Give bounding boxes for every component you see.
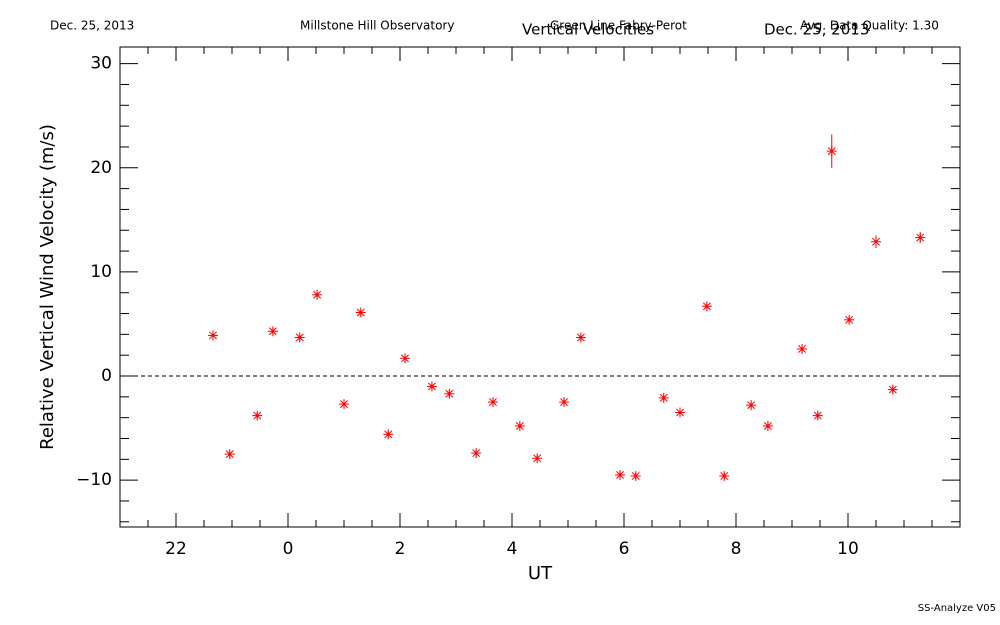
star-stroke	[616, 470, 625, 479]
x-tick-label: 0	[283, 539, 294, 559]
y-tick-label: 20	[90, 158, 112, 178]
star-stroke	[472, 449, 481, 458]
star-stroke	[427, 382, 436, 391]
star-stroke	[576, 333, 585, 342]
star-stroke	[560, 398, 569, 407]
point	[559, 397, 570, 408]
point	[224, 449, 235, 460]
header-quality: Avg. Data Quality: 1.30	[800, 19, 939, 33]
x-tick-label: 10	[837, 539, 859, 559]
point	[207, 330, 218, 341]
point	[252, 410, 263, 421]
point	[575, 332, 586, 343]
point	[871, 236, 881, 247]
star-stroke	[872, 237, 880, 246]
star-stroke	[489, 398, 497, 407]
point	[400, 353, 411, 364]
star-stroke	[313, 290, 322, 299]
chart-subtitle: Dec. 25, 2013	[764, 21, 869, 39]
point	[339, 399, 349, 410]
point	[762, 421, 773, 432]
x-tick-label: 8	[731, 539, 742, 559]
y-tick-label: −10	[76, 470, 112, 490]
point	[383, 429, 394, 440]
point	[426, 381, 437, 392]
x-tick-label: 4	[507, 539, 518, 559]
star-stroke	[445, 389, 454, 398]
star-stroke	[813, 411, 822, 420]
point	[267, 326, 278, 337]
star-stroke	[533, 454, 542, 463]
point	[844, 314, 855, 325]
point	[514, 421, 525, 432]
star-stroke	[268, 327, 277, 336]
point	[487, 397, 498, 408]
star-stroke	[340, 400, 348, 409]
x-tick-label: 6	[619, 539, 630, 559]
star-stroke	[659, 393, 668, 402]
header-date: Dec. 25, 2013	[50, 19, 134, 33]
star-stroke	[209, 331, 217, 340]
point	[746, 400, 757, 411]
point	[471, 448, 482, 459]
star-stroke	[401, 354, 409, 363]
header-instrument: Green Line Fabry-Perot	[550, 19, 687, 33]
star-stroke	[384, 430, 393, 439]
star-stroke	[888, 385, 897, 394]
point	[719, 470, 730, 481]
point	[444, 388, 455, 399]
point	[658, 392, 669, 403]
star-stroke	[676, 408, 684, 417]
point	[615, 469, 626, 480]
point	[701, 301, 712, 312]
point	[312, 289, 323, 300]
point	[826, 146, 837, 157]
point	[630, 470, 641, 481]
point	[294, 332, 305, 343]
x-axis-label: UT	[528, 563, 553, 584]
star-stroke	[845, 315, 854, 324]
star-stroke	[356, 308, 365, 317]
header-site: Millstone Hill Observatory	[300, 19, 454, 33]
point	[675, 407, 685, 418]
point	[812, 410, 823, 421]
star-stroke	[916, 233, 925, 242]
point	[355, 307, 366, 318]
point	[797, 343, 808, 354]
star-stroke	[515, 422, 524, 430]
footer: SS-Analyze V05	[918, 603, 996, 614]
star-stroke	[225, 450, 234, 459]
y-tick-label: 0	[101, 366, 112, 386]
star-stroke	[798, 344, 807, 353]
star-stroke	[253, 411, 262, 420]
x-tick-label: 2	[395, 539, 406, 559]
x-tick-label: 22	[165, 539, 187, 559]
y-tick-label: 10	[90, 262, 112, 282]
star-stroke	[747, 401, 756, 410]
y-tick-label: 30	[90, 54, 112, 74]
star-stroke	[763, 422, 772, 430]
star-stroke	[631, 472, 640, 480]
y-axis-label: Relative Vertical Wind Velocity (m/s)	[37, 124, 58, 450]
point	[532, 453, 543, 464]
star-stroke	[295, 333, 304, 342]
point	[887, 384, 898, 395]
point	[915, 232, 926, 243]
star-stroke	[827, 147, 836, 156]
star-stroke	[720, 472, 729, 480]
chart-title: Vertical Velocities	[522, 21, 654, 39]
star-stroke	[702, 302, 711, 311]
